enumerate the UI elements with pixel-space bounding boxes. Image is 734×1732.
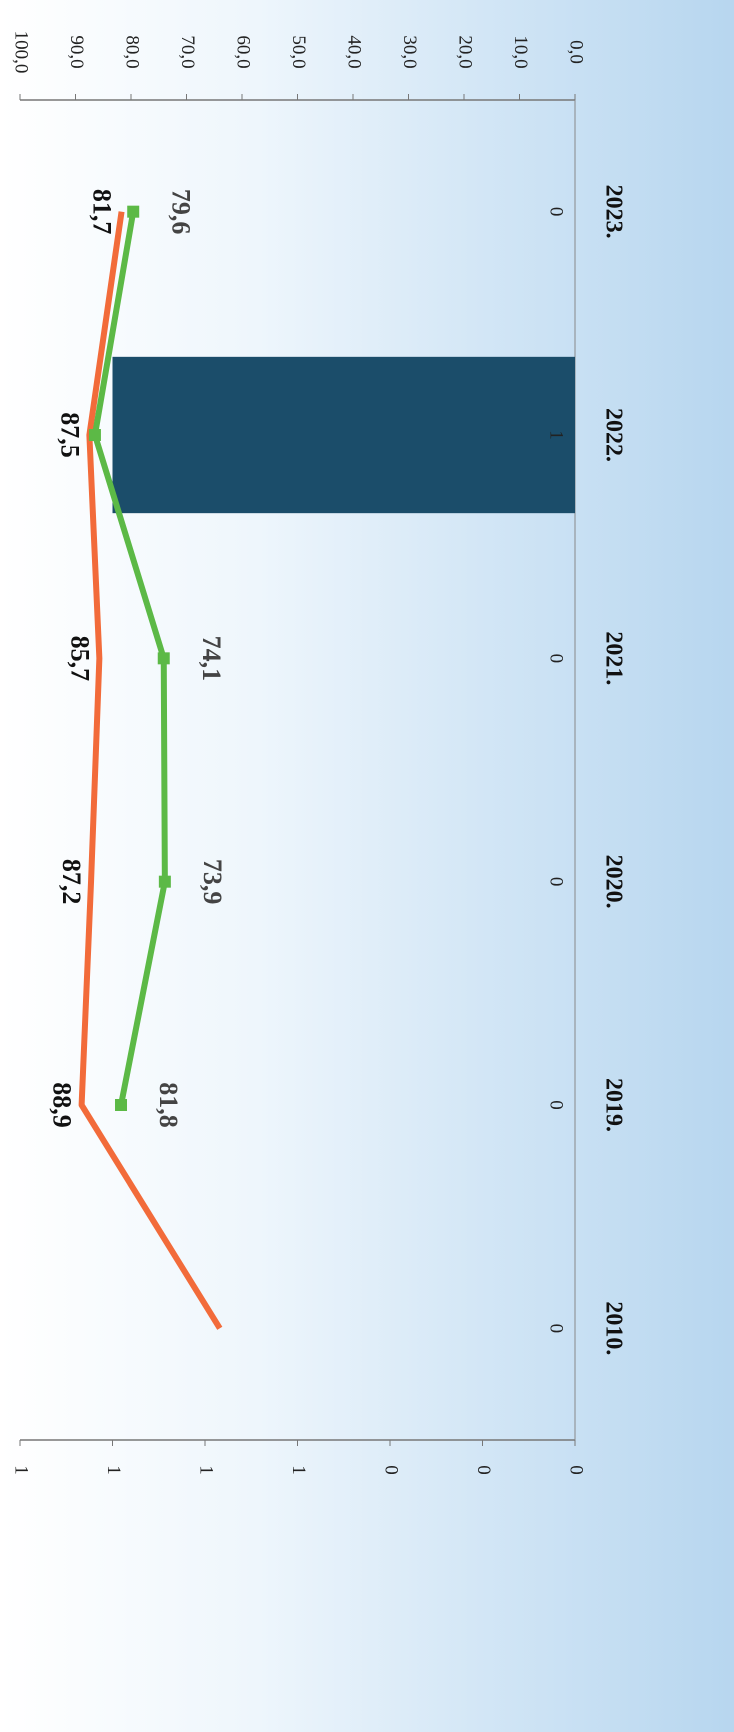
y-tick-label: 100,0 — [11, 31, 32, 74]
value-label: 74,1 — [197, 636, 226, 682]
value-label: 81,8 — [154, 1082, 183, 1128]
y-tick-label: 50,0 — [288, 35, 309, 68]
x-tick-label: 2022. — [600, 408, 626, 462]
y-tick-label: 10,0 — [510, 35, 531, 68]
y-tick-label: 30,0 — [399, 35, 420, 68]
value-label: 85,7 — [65, 636, 94, 682]
marker — [127, 205, 140, 218]
x-tick-label: 2023. — [600, 185, 626, 239]
y2-tick-label: 1 — [288, 1465, 309, 1475]
value-label: 88,9 — [48, 1082, 77, 1128]
y-tick-label: 70,0 — [177, 35, 198, 68]
value-label: 81,7 — [88, 189, 117, 235]
value-label: 87,5 — [55, 412, 84, 458]
y2-tick-label: 1 — [196, 1465, 217, 1475]
bar-value-label: 0 — [546, 1324, 567, 1334]
value-label: 87,2 — [57, 859, 86, 905]
y-tick-label: 20,0 — [455, 35, 476, 68]
bar-value-label: 0 — [546, 207, 567, 217]
marker — [157, 652, 170, 665]
marker — [115, 1099, 128, 1111]
x-tick-label: 2020. — [600, 855, 626, 909]
x-tick-label: 2019. — [600, 1078, 626, 1132]
bar-value-label: 0 — [546, 1100, 567, 1110]
bar-value-label: 0 — [546, 654, 567, 664]
x-tick-label: 2010. — [600, 1301, 626, 1355]
y2-tick-label: 1 — [11, 1465, 32, 1475]
line — [78, 211, 223, 1330]
value-label: 79,6 — [166, 189, 195, 235]
value-label: 73,9 — [198, 859, 227, 905]
bar-value-label: 0 — [546, 877, 567, 887]
y-tick-label: 80,0 — [122, 35, 143, 68]
x-tick-label: 2021. — [600, 631, 626, 685]
y-tick-label: 90,0 — [66, 35, 87, 68]
y2-tick-label: 1 — [103, 1465, 124, 1475]
marker — [158, 875, 171, 888]
y-tick-label: 60,0 — [233, 35, 254, 68]
y2-tick-label: 0 — [381, 1465, 402, 1475]
y-tick-label: 0,0 — [566, 40, 587, 64]
marker — [88, 429, 101, 441]
bar — [112, 356, 575, 514]
y-tick-label: 40,0 — [344, 35, 365, 68]
y2-tick-label: 0 — [566, 1465, 587, 1475]
y2-tick-label: 0 — [473, 1465, 494, 1475]
bar-value-label: 1 — [546, 430, 567, 440]
